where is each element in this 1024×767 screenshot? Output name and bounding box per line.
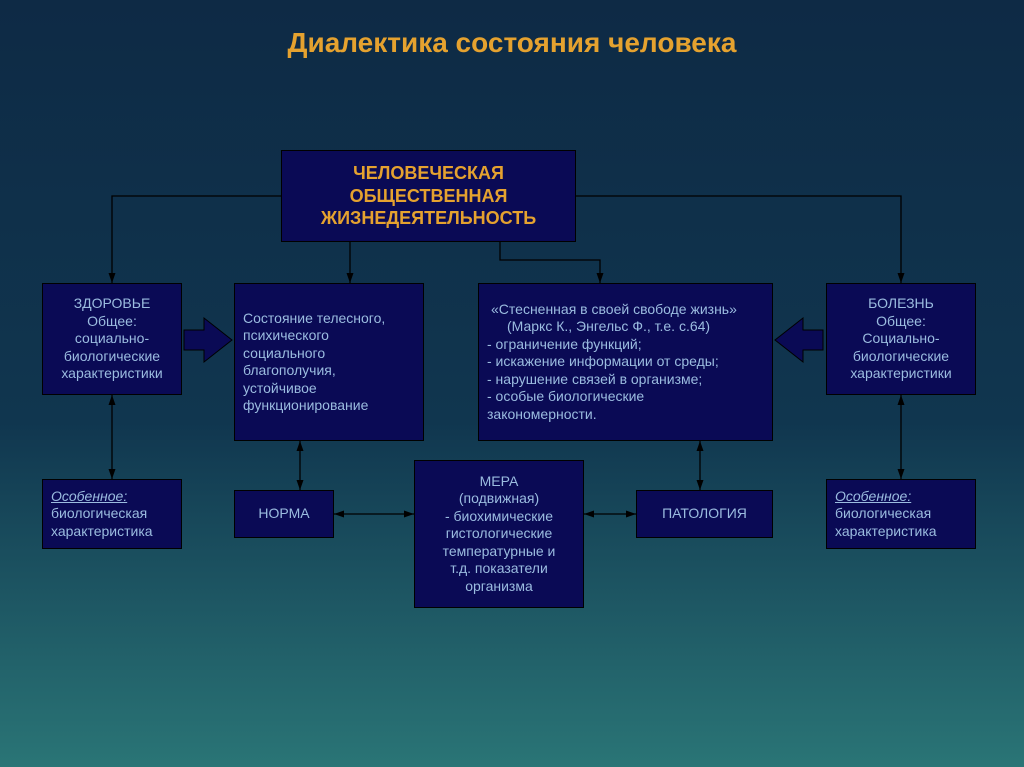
arrow-right [775, 318, 823, 362]
node-text-line: характеристика [835, 523, 937, 541]
node-text-line: характеристики [61, 365, 162, 383]
node-text-line: ПАТОЛОГИЯ [662, 505, 747, 523]
node-norm: НОРМА [234, 490, 334, 538]
node-health: ЗДОРОВЬЕОбщее:социально-биологическиехар… [42, 283, 182, 395]
node-text-line: биологическая [835, 505, 931, 523]
node-text-line: закономерности. [487, 406, 597, 424]
node-text-line: биологическая [51, 505, 147, 523]
node-text-line: характеристики [850, 365, 951, 383]
node-text-line: - биохимические [445, 508, 553, 526]
node-text-line: «Стесненная в своей свободе жизнь» [487, 301, 737, 319]
connector-state-to-norm [297, 441, 304, 490]
node-text-line: т.д. показатели [450, 560, 548, 578]
arrow-left [184, 318, 232, 362]
node-text-line: - нарушение связей в организме; [487, 371, 702, 389]
node-health-spec: Особенное:биологическаяхарактеристика [42, 479, 182, 549]
connector-measure-to-path [584, 511, 636, 518]
node-text-line: благополучия, [243, 362, 336, 380]
node-text-line: психического [243, 327, 329, 345]
node-text-line: - искажение информации от среды; [487, 353, 719, 371]
node-text-line: (подвижная) [459, 490, 539, 508]
node-text-line: ОБЩЕСТВЕННАЯ [350, 185, 508, 208]
node-text-line: ЗДОРОВЬЕ [74, 295, 151, 313]
node-text-line: Общее: [87, 313, 137, 331]
node-text-line: (Маркс К., Энгельс Ф., т.е. с.64) [487, 318, 710, 336]
node-text-line: Общее: [876, 313, 926, 331]
node-text-line: ЖИЗНЕДЕЯТЕЛЬНОСТЬ [321, 207, 536, 230]
node-text-line: БОЛЕЗНЬ [868, 295, 934, 313]
connector-health-to-spec [109, 395, 116, 479]
node-text-line: биологические [853, 348, 949, 366]
node-text-line: - ограничение функций; [487, 336, 642, 354]
node-text-line: социального [243, 345, 325, 363]
node-disease-spec: Особенное:биологическаяхарактеристика [826, 479, 976, 549]
connector-root-to-state [347, 242, 354, 283]
node-text-line: биологические [64, 348, 160, 366]
connector-root-to-left-bus [109, 196, 282, 283]
connector-disease-to-spec [898, 395, 905, 479]
node-text-line: организма [465, 578, 533, 596]
connector-root-to-right-bus [576, 196, 905, 283]
node-root: ЧЕЛОВЕЧЕСКАЯОБЩЕСТВЕННАЯЖИЗНЕДЕЯТЕЛЬНОСТ… [281, 150, 576, 242]
connector-root-to-constr [500, 242, 604, 283]
connector-norm-to-measure [334, 511, 414, 518]
node-text-line: функционирование [243, 397, 368, 415]
node-text-line: гистологические [446, 525, 553, 543]
node-text-line: МЕРА [480, 473, 519, 491]
node-measure: МЕРА(подвижная)- биохимическиегистологич… [414, 460, 584, 608]
node-text-line: ЧЕЛОВЕЧЕСКАЯ [353, 162, 504, 185]
node-text-line: Особенное: [835, 488, 911, 506]
node-text-line: Социально- [862, 330, 939, 348]
node-text-line: устойчивое [243, 380, 317, 398]
node-text-line: социально- [75, 330, 149, 348]
node-text-line: Особенное: [51, 488, 127, 506]
node-pathology: ПАТОЛОГИЯ [636, 490, 773, 538]
node-constrained: «Стесненная в своей свободе жизнь»(Маркс… [478, 283, 773, 441]
connector-constr-to-path [697, 441, 704, 490]
node-text-line: характеристика [51, 523, 153, 541]
node-disease: БОЛЕЗНЬОбщее:Социально-биологическиехара… [826, 283, 976, 395]
page-title: Диалектика состояния человека [0, 27, 1024, 59]
node-text-line: - особые биологические [487, 388, 644, 406]
node-text-line: Состояние телесного, [243, 310, 385, 328]
node-text-line: НОРМА [258, 505, 309, 523]
node-state: Состояние телесного,психическогосоциальн… [234, 283, 424, 441]
node-text-line: температурные и [443, 543, 556, 561]
diagram-stage: Диалектика состояния человека ЧЕЛОВЕЧЕСК… [0, 0, 1024, 767]
